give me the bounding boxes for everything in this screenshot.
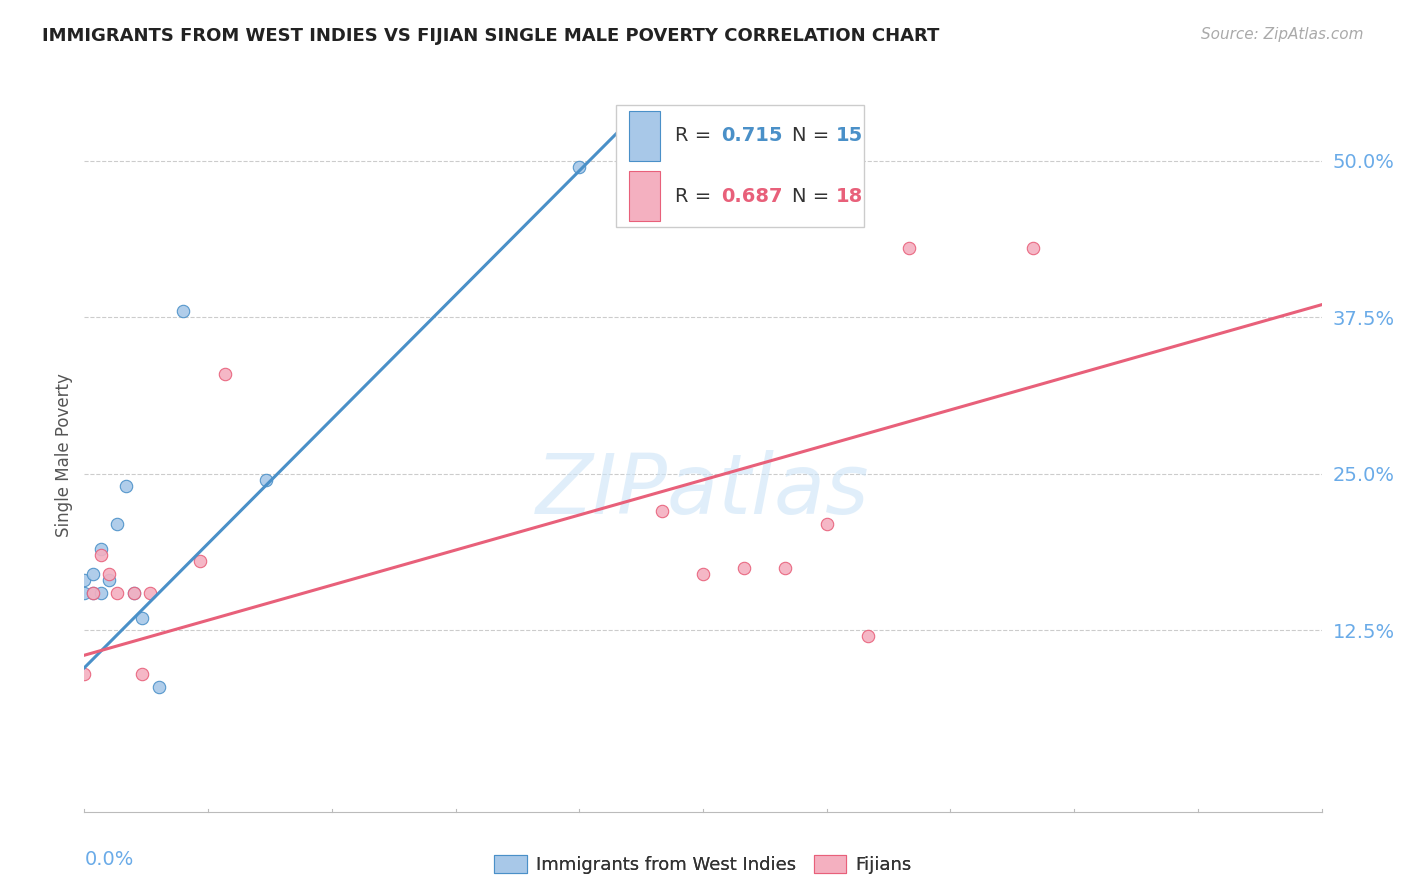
- Point: [775, 560, 797, 574]
- Point: [139, 585, 162, 599]
- Text: Source: ZipAtlas.com: Source: ZipAtlas.com: [1201, 27, 1364, 42]
- Point: [692, 566, 714, 581]
- Text: ZIPatlas: ZIPatlas: [536, 450, 870, 531]
- Point: [82, 585, 104, 599]
- Text: R =: R =: [675, 126, 717, 145]
- Point: [172, 304, 194, 318]
- Y-axis label: Single Male Poverty: Single Male Poverty: [55, 373, 73, 537]
- Point: [98, 573, 121, 587]
- Point: [733, 560, 755, 574]
- Text: 0.715: 0.715: [721, 126, 783, 145]
- Point: [122, 585, 145, 599]
- Point: [73, 585, 96, 599]
- Text: R =: R =: [675, 186, 717, 206]
- Point: [148, 680, 170, 694]
- Point: [82, 585, 104, 599]
- Point: [105, 585, 128, 599]
- Point: [90, 585, 112, 599]
- Point: [131, 610, 153, 624]
- Text: N =: N =: [792, 126, 835, 145]
- Text: 0.687: 0.687: [721, 186, 783, 206]
- Bar: [628, 171, 659, 221]
- Point: [214, 367, 236, 381]
- FancyBboxPatch shape: [616, 105, 863, 227]
- Point: [254, 473, 277, 487]
- Point: [105, 516, 128, 531]
- Point: [568, 160, 591, 174]
- Point: [114, 479, 136, 493]
- Point: [90, 541, 112, 556]
- Point: [815, 516, 838, 531]
- Point: [1022, 241, 1045, 255]
- Text: 0.0%: 0.0%: [84, 850, 134, 869]
- Point: [651, 504, 673, 518]
- Bar: [628, 111, 659, 161]
- Point: [856, 630, 879, 644]
- Point: [73, 667, 96, 681]
- Point: [188, 554, 211, 568]
- Point: [98, 566, 121, 581]
- Text: 18: 18: [835, 186, 863, 206]
- Text: N =: N =: [792, 186, 835, 206]
- Text: IMMIGRANTS FROM WEST INDIES VS FIJIAN SINGLE MALE POVERTY CORRELATION CHART: IMMIGRANTS FROM WEST INDIES VS FIJIAN SI…: [42, 27, 939, 45]
- Legend: Immigrants from West Indies, Fijians: Immigrants from West Indies, Fijians: [486, 847, 920, 881]
- Point: [131, 667, 153, 681]
- Point: [898, 241, 921, 255]
- Point: [122, 585, 145, 599]
- Point: [90, 548, 112, 562]
- Point: [82, 566, 104, 581]
- Text: 15: 15: [835, 126, 863, 145]
- Point: [73, 573, 96, 587]
